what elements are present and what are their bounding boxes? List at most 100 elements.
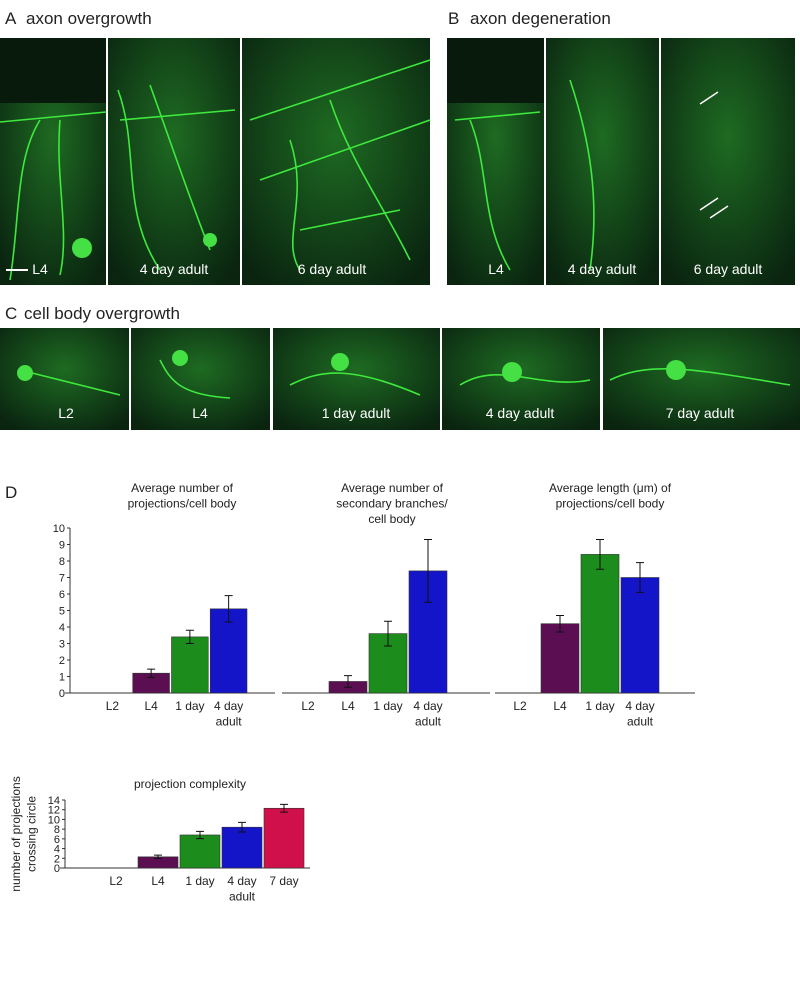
chart-title: Average number of projections/cell body (128, 481, 237, 511)
y-tick-label: 6 (59, 589, 65, 601)
y-axis-label: number of projections crossing circle (9, 776, 39, 891)
x-tick-label: 4 day adult (413, 699, 442, 729)
micrograph-mask (0, 38, 106, 103)
image-label: 7 day adult (666, 405, 735, 421)
micrograph (108, 38, 240, 285)
chart-title: Average number of secondary branches/cell… (336, 481, 448, 526)
chart-title: Average length (μm) of projections/cell b… (549, 481, 672, 511)
cell-body (502, 362, 522, 382)
x-tick-label: L2 (109, 874, 123, 888)
arrow (699, 91, 729, 219)
y-tick-label: 4 (54, 844, 60, 856)
x-tick-label: L2 (106, 699, 120, 713)
image-label: L4 (192, 405, 208, 421)
micrograph-group: L4 4 day adult 6 day adult (0, 38, 431, 285)
y-tick-label: 0 (59, 688, 65, 700)
y-tick-label: 3 (59, 639, 65, 651)
error-bar (154, 854, 162, 860)
bar (179, 834, 221, 869)
y-tick-label: 2 (54, 853, 60, 865)
error-bar (238, 821, 246, 833)
image-label: 4 day adult (140, 261, 209, 277)
y-tick-label: 10 (48, 814, 60, 826)
x-tick-label: 1 day (585, 699, 614, 713)
x-tick-label: L2 (513, 699, 527, 713)
error-bar (147, 668, 156, 678)
cell-body (666, 360, 686, 380)
x-tick-label: L4 (151, 874, 165, 888)
cell-body (331, 353, 349, 371)
error-bar (196, 830, 204, 840)
panel-label: C (5, 304, 17, 323)
micrograph (242, 38, 430, 285)
error-bar (596, 539, 604, 570)
bar (221, 826, 263, 869)
micrograph-group: L4 4 day adult 6 day adult (447, 38, 795, 285)
error-bar (556, 614, 564, 633)
y-tick-label: 14 (48, 795, 60, 807)
y-tick-label: 2 (59, 655, 65, 667)
error-bar (424, 539, 432, 603)
x-tick-label: L4 (341, 699, 355, 713)
x-tick-label: L4 (144, 699, 158, 713)
bar (263, 807, 305, 869)
image-label: L4 (488, 261, 504, 277)
neurite (569, 79, 595, 271)
cell-body (172, 350, 188, 366)
x-tick-label: 1 day (373, 699, 402, 713)
cell-body (203, 233, 217, 247)
micrograph (661, 38, 795, 285)
image-label: L4 (32, 261, 48, 277)
panel-title: axon degeneration (470, 9, 611, 28)
panel-label: A (5, 9, 17, 28)
micrograph (442, 328, 600, 430)
error-bar (384, 620, 392, 647)
error-bar (280, 803, 288, 813)
cell-body (17, 365, 33, 381)
error-bar (344, 675, 352, 688)
chart-title: projection complexity (134, 777, 246, 791)
y-tick-label: 8 (54, 824, 60, 836)
micrograph-group: L2 L4 1 day adult 4 day adult 7 day adul… (0, 328, 800, 430)
x-tick-label: 1 day (185, 874, 214, 888)
micrograph (131, 328, 270, 430)
error-bar (636, 562, 644, 593)
neurite (249, 59, 431, 271)
neurite (0, 111, 107, 281)
panel-label: B (448, 9, 459, 28)
neurite (117, 84, 236, 271)
bar (540, 623, 580, 694)
x-tick-label: 4 day adult (214, 699, 243, 729)
y-tick-label: 1 (59, 672, 65, 684)
x-tick-label: L2 (301, 699, 315, 713)
panel-title: cell body overgrowth (24, 304, 180, 323)
bar (580, 554, 620, 694)
x-tick-label: L4 (553, 699, 567, 713)
y-tick-label: 4 (59, 622, 65, 634)
bar (620, 577, 660, 694)
y-tick-label: 7 (59, 573, 65, 585)
image-label: 4 day adult (568, 261, 637, 277)
y-tick-label: 9 (59, 540, 65, 552)
bar (171, 636, 209, 694)
cell-body (72, 238, 92, 258)
micrograph-mask (447, 38, 544, 103)
y-tick-label: 12 (48, 805, 60, 817)
image-label: 6 day adult (694, 261, 763, 277)
micrograph (273, 328, 440, 430)
micrograph (603, 328, 800, 430)
panel-label: D (5, 483, 17, 502)
image-label: 6 day adult (298, 261, 367, 277)
error-bar (224, 595, 233, 623)
y-tick-label: 6 (54, 834, 60, 846)
y-tick-label: 0 (54, 863, 60, 875)
x-tick-label: 4 day adult (227, 874, 256, 904)
bar (209, 608, 248, 694)
error-bar (185, 629, 194, 644)
neurite (19, 359, 791, 399)
image-label: L2 (58, 405, 74, 421)
y-tick-label: 5 (59, 606, 65, 618)
y-tick-label: 10 (53, 523, 65, 535)
x-tick-label: 4 day adult (625, 699, 654, 729)
